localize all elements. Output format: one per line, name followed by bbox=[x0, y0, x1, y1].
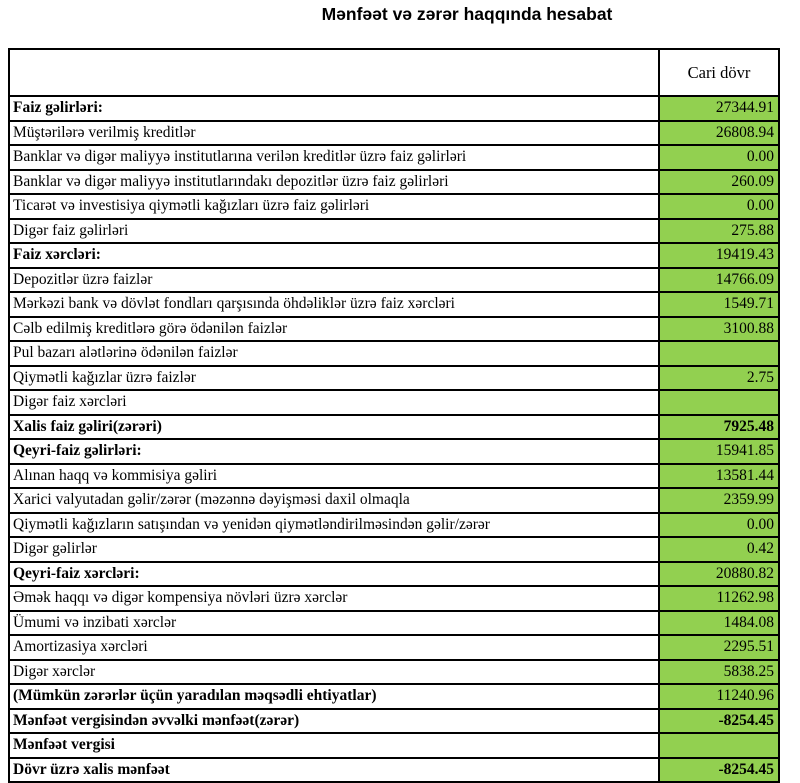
row-value: 26808.94 bbox=[658, 119, 780, 146]
row-label: Qeyri-faiz xərcləri: bbox=[8, 560, 660, 587]
table-row: Xalis faiz gəliri(zərəri) 7925.48 bbox=[8, 413, 780, 440]
row-value: 13581.44 bbox=[658, 462, 780, 489]
table-row: Digər gəlirlər 0.42 bbox=[8, 536, 780, 563]
row-label: Digər xərclər bbox=[8, 658, 660, 685]
table-row: Xarici valyutadan gəlir/zərər (məzənnə d… bbox=[8, 487, 780, 514]
row-value: 0.00 bbox=[658, 193, 780, 220]
row-label: Xarici valyutadan gəlir/zərər (məzənnə d… bbox=[8, 487, 660, 514]
table-row: Mənfəət vergisindən əvvəlki mənfəət(zərə… bbox=[8, 707, 780, 734]
table-row: Dövr üzrə xalis mənfəət -8254.45 bbox=[8, 756, 780, 783]
row-value bbox=[658, 340, 780, 367]
row-value: 260.09 bbox=[658, 168, 780, 195]
table-row: Faiz xərcləri: 19419.43 bbox=[8, 242, 780, 269]
table-row: Ticarət və investisiya qiymətli kağızlar… bbox=[8, 193, 780, 220]
row-value: 20880.82 bbox=[658, 560, 780, 587]
row-value bbox=[658, 732, 780, 759]
row-value: 11262.98 bbox=[658, 585, 780, 612]
row-label: Əmək haqqı və digər kompensiya növləri ü… bbox=[8, 585, 660, 612]
row-value: -8254.45 bbox=[658, 707, 780, 734]
row-label: Xalis faiz gəliri(zərəri) bbox=[8, 413, 660, 440]
value-column-header: Cari dövr bbox=[658, 48, 780, 97]
table-row: Digər faiz gəlirləri 275.88 bbox=[8, 217, 780, 244]
row-value: 7925.48 bbox=[658, 413, 780, 440]
row-label: Digər faiz xərcləri bbox=[8, 389, 660, 416]
row-value: -8254.45 bbox=[658, 756, 780, 783]
profit-loss-table: Cari dövr Faiz gəlirləri: 27344.91 Müştəri… bbox=[8, 48, 780, 783]
header-row: Cari dövr bbox=[8, 48, 780, 97]
table-row: Mərkəzi bank və dövlət fondları qarşısın… bbox=[8, 291, 780, 318]
row-label: (Mümkün zərərlər üçün yaradılan məqsədli… bbox=[8, 683, 660, 710]
table-row: Pul bazarı alətlərinə ödənilən faizlər bbox=[8, 340, 780, 367]
row-label: Faiz xərcləri: bbox=[8, 242, 660, 269]
row-value: 0.42 bbox=[658, 536, 780, 563]
table-row: Digər faiz xərcləri bbox=[8, 389, 780, 416]
table-row: (Mümkün zərərlər üçün yaradılan məqsədli… bbox=[8, 683, 780, 710]
row-label: Mənfəət vergisi bbox=[8, 732, 660, 759]
row-label: Amortizasiya xərcləri bbox=[8, 634, 660, 661]
table-row: Alınan haqq və kommisiya gəliri 13581.44 bbox=[8, 462, 780, 489]
row-label: Banklar və digər maliyyə institutlarına … bbox=[8, 144, 660, 171]
row-label: Ümumi və inzibati xərclər bbox=[8, 609, 660, 636]
table-row: Mənfəət vergisi bbox=[8, 732, 780, 759]
row-label: Mərkəzi bank və dövlət fondları qarşısın… bbox=[8, 291, 660, 318]
row-label: Pul bazarı alətlərinə ödənilən faizlər bbox=[8, 340, 660, 367]
row-label: Digər faiz gəlirləri bbox=[8, 217, 660, 244]
table-row: Qeyri-faiz xərcləri: 20880.82 bbox=[8, 560, 780, 587]
table-row: Cəlb edilmiş kreditlərə görə ödənilən fa… bbox=[8, 315, 780, 342]
row-label: Dövr üzrə xalis mənfəət bbox=[8, 756, 660, 783]
row-value: 1549.71 bbox=[658, 291, 780, 318]
table-row: Faiz gəlirləri: 27344.91 bbox=[8, 95, 780, 122]
table-row: Qiymətli kağızların satışından və yenidə… bbox=[8, 511, 780, 538]
row-value: 27344.91 bbox=[658, 95, 780, 122]
row-value: 0.00 bbox=[658, 144, 780, 171]
row-label: Qiymətli kağızlar üzrə faizlər bbox=[8, 364, 660, 391]
row-label: Cəlb edilmiş kreditlərə görə ödənilən fa… bbox=[8, 315, 660, 342]
row-value: 0.00 bbox=[658, 511, 780, 538]
row-value: 19419.43 bbox=[658, 242, 780, 269]
table-row: Digər xərclər 5838.25 bbox=[8, 658, 780, 685]
row-label: Faiz gəlirləri: bbox=[8, 95, 660, 122]
row-value: 15941.85 bbox=[658, 438, 780, 465]
row-value: 1484.08 bbox=[658, 609, 780, 636]
table-row: Depozitlər üzrə faizlər 14766.09 bbox=[8, 266, 780, 293]
table-row: Banklar və digər maliyyə institutlarında… bbox=[8, 168, 780, 195]
empty-header-cell bbox=[8, 48, 660, 97]
row-label: Qeyri-faiz gəlirləri: bbox=[8, 438, 660, 465]
table-row: Banklar və digər maliyyə institutlarına … bbox=[8, 144, 780, 171]
row-label: Depozitlər üzrə faizlər bbox=[8, 266, 660, 293]
row-label: Mənfəət vergisindən əvvəlki mənfəət(zərə… bbox=[8, 707, 660, 734]
row-label: Alınan haqq və kommisiya gəliri bbox=[8, 462, 660, 489]
row-value bbox=[658, 389, 780, 416]
row-value: 3100.88 bbox=[658, 315, 780, 342]
page-title: Mənfəət və zərər haqqında hesabat bbox=[321, 4, 613, 24]
row-label: Banklar və digər maliyyə institutlarında… bbox=[8, 168, 660, 195]
row-value: 5838.25 bbox=[658, 658, 780, 685]
row-value: 2.75 bbox=[658, 364, 780, 391]
row-value: 275.88 bbox=[658, 217, 780, 244]
row-label: Qiymətli kağızların satışından və yenidə… bbox=[8, 511, 660, 538]
row-label: Ticarət və investisiya qiymətli kağızlar… bbox=[8, 193, 660, 220]
row-label: Digər gəlirlər bbox=[8, 536, 660, 563]
table-row: Müştərilərə verilmiş kreditlər 26808.94 bbox=[8, 119, 780, 146]
row-value: 11240.96 bbox=[658, 683, 780, 710]
row-label: Müştərilərə verilmiş kreditlər bbox=[8, 119, 660, 146]
table-row: Ümumi və inzibati xərclər 1484.08 bbox=[8, 609, 780, 636]
row-value: 2359.99 bbox=[658, 487, 780, 514]
row-value: 2295.51 bbox=[658, 634, 780, 661]
row-value: 14766.09 bbox=[658, 266, 780, 293]
table-row: Qeyri-faiz gəlirləri: 15941.85 bbox=[8, 438, 780, 465]
table-row: Qiymətli kağızlar üzrə faizlər 2.75 bbox=[8, 364, 780, 391]
table-body: Faiz gəlirləri: 27344.91 Müştərilərə veril… bbox=[8, 95, 780, 783]
table-row: Amortizasiya xərcləri 2295.51 bbox=[8, 634, 780, 661]
table-row: Əmək haqqı və digər kompensiya növləri ü… bbox=[8, 585, 780, 612]
